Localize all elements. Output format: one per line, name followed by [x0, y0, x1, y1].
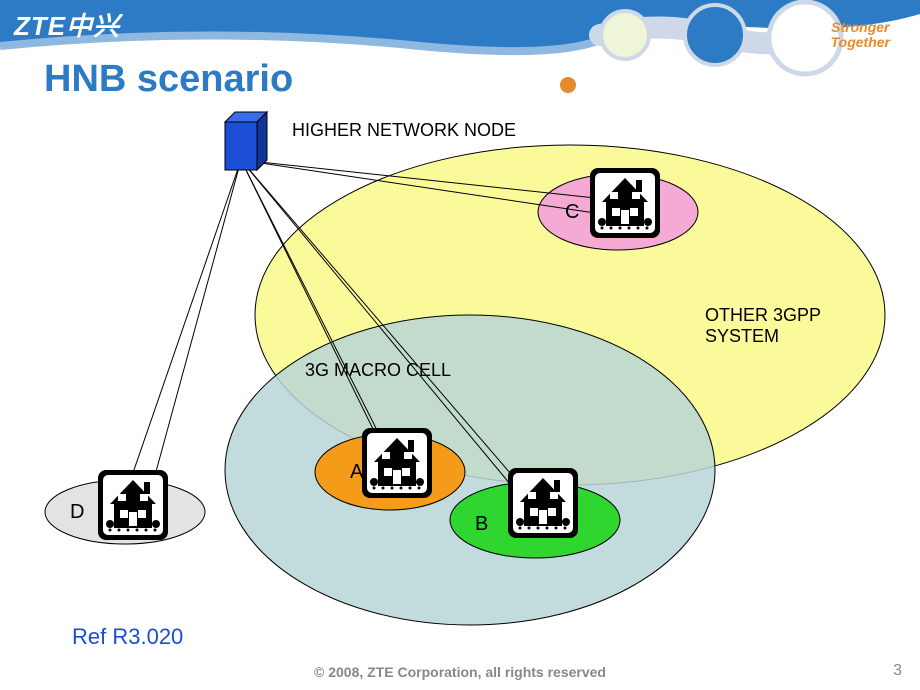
page-number: 3: [893, 662, 902, 680]
system-b-label: 3G MACRO CELL: [305, 360, 451, 381]
system-a-label-2: SYSTEM: [705, 326, 779, 346]
reference-text: Ref R3.020: [72, 624, 183, 650]
node-label: HIGHER NETWORK NODE: [292, 120, 516, 141]
system-a-label-1: OTHER 3GPP: [705, 305, 821, 325]
svg-text:A: A: [350, 461, 364, 483]
footer-copyright: © 2008, ZTE Corporation, all rights rese…: [0, 664, 920, 680]
svg-text:D: D: [70, 501, 84, 523]
svg-text:B: B: [475, 513, 488, 535]
svg-text:C: C: [565, 201, 579, 223]
system-a-label: OTHER 3GPP SYSTEM: [705, 305, 821, 347]
